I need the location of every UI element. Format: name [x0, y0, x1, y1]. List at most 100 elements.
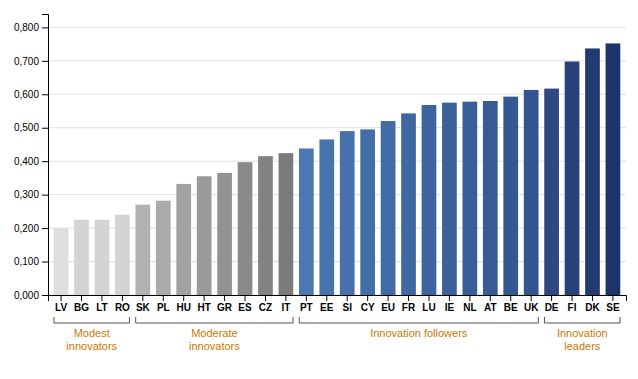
x-tick-mark: [408, 295, 409, 301]
x-tick-label: DK: [585, 302, 600, 313]
bar: [319, 139, 334, 295]
x-tick: HU: [176, 295, 190, 313]
y-tick-label: 0,300: [14, 189, 39, 200]
bars: [54, 43, 621, 295]
x-tick-label: LU: [422, 302, 435, 313]
y-tick-label: 0,100: [14, 256, 39, 267]
x-tick: PT: [300, 295, 313, 313]
bar: [258, 156, 273, 295]
x-tick-mark: [592, 295, 593, 301]
grid-line: [48, 161, 626, 162]
x-tick-label: CY: [361, 302, 375, 313]
x-tick: SE: [606, 295, 620, 313]
x-tick-label: EU: [381, 302, 395, 313]
grid-line: [48, 94, 626, 95]
x-tick-label: FI: [568, 302, 577, 313]
bar: [74, 220, 89, 295]
x-tick-mark: [428, 295, 429, 301]
x-tick: SK: [136, 295, 151, 313]
x-tick: EE: [320, 295, 334, 313]
y-tick: 0,100: [14, 256, 48, 267]
bar: [176, 184, 191, 295]
x-tick-label: ES: [238, 302, 252, 313]
x-tick: NL: [463, 295, 476, 313]
x-tick-label: HU: [176, 302, 190, 313]
y-tick: 0,800: [14, 22, 48, 33]
x-tick: IE: [445, 295, 455, 313]
x-tick-label: HT: [197, 302, 210, 313]
grid: [48, 27, 626, 295]
grid-line: [48, 228, 626, 229]
bar: [279, 153, 294, 295]
x-tick: EU: [381, 295, 395, 313]
x-tick-label: LV: [55, 302, 67, 313]
x-tick: LT: [96, 295, 107, 313]
bar: [238, 162, 253, 295]
bar: [524, 90, 539, 295]
x-tick-label: RO: [115, 302, 130, 313]
x-tick: IT: [281, 295, 290, 313]
x-tick: SI: [342, 295, 352, 313]
grid-line: [48, 60, 626, 61]
x-tick: HT: [197, 295, 210, 313]
bar: [606, 43, 621, 295]
bar: [156, 201, 171, 295]
x-tick: CZ: [259, 295, 272, 313]
group-bracket: [54, 317, 130, 323]
y-tick: 0,500: [14, 122, 48, 133]
y-tick: 0,300: [14, 189, 48, 200]
x-tick: LU: [422, 295, 435, 313]
bar: [565, 62, 580, 295]
x-tick-mark: [469, 295, 470, 301]
bar: [422, 105, 437, 295]
y-tick-mark: [42, 128, 48, 129]
x-tick-label: NL: [463, 302, 476, 313]
bar: [299, 148, 314, 295]
chart: 0,0000,1000,2000,3000,4000,5000,6000,700…: [0, 0, 638, 379]
x-tick-label: DE: [545, 302, 559, 313]
x-tick-mark: [122, 295, 123, 301]
y-tick-label: 0,500: [14, 122, 39, 133]
bar: [115, 215, 130, 295]
group-label: Innovationleaders: [557, 327, 608, 352]
x-tick: DK: [585, 295, 600, 313]
x-tick-label: SI: [342, 302, 352, 313]
x-tick-mark: [142, 295, 143, 301]
bar: [95, 220, 110, 295]
x-tick-mark: [449, 295, 450, 301]
x-tick-label: BG: [74, 302, 89, 313]
grid-line: [48, 261, 626, 262]
x-tick-mark: [183, 295, 184, 301]
bar: [54, 228, 69, 295]
x-tick: DE: [545, 295, 559, 313]
group-label: Modestinnovators: [66, 327, 117, 352]
x-tick-mark: [612, 295, 613, 301]
group-bracket: [544, 317, 620, 323]
y-tick: 0,400: [14, 156, 48, 167]
bar: [442, 103, 457, 295]
x-tick: LV: [55, 295, 67, 313]
x-tick-mark: [326, 295, 327, 301]
group-bracket: [299, 317, 538, 323]
x-tick-label: PT: [300, 302, 313, 313]
y-tick-label: 0,400: [14, 156, 39, 167]
bar: [135, 205, 150, 295]
x-tick-label: LT: [96, 302, 107, 313]
y-tick-label: 0,700: [14, 56, 39, 67]
x-tick-mark: [551, 295, 552, 301]
x-tick: BE: [504, 295, 518, 313]
y-tick: 0,200: [14, 223, 48, 234]
bar: [381, 121, 396, 295]
bar: [360, 129, 375, 295]
x-axis-line: [49, 296, 627, 302]
y-tick-mark: [42, 161, 48, 162]
x-tick-mark: [224, 295, 225, 301]
grid-line: [48, 194, 626, 195]
x-tick-mark: [81, 295, 82, 301]
x-tick-mark: [347, 295, 348, 301]
x-tick: AT: [484, 295, 497, 313]
x-tick-label: SE: [606, 302, 620, 313]
x-tick: FI: [568, 295, 577, 313]
y-tick-mark: [42, 195, 48, 196]
x-tick-mark: [306, 295, 307, 301]
